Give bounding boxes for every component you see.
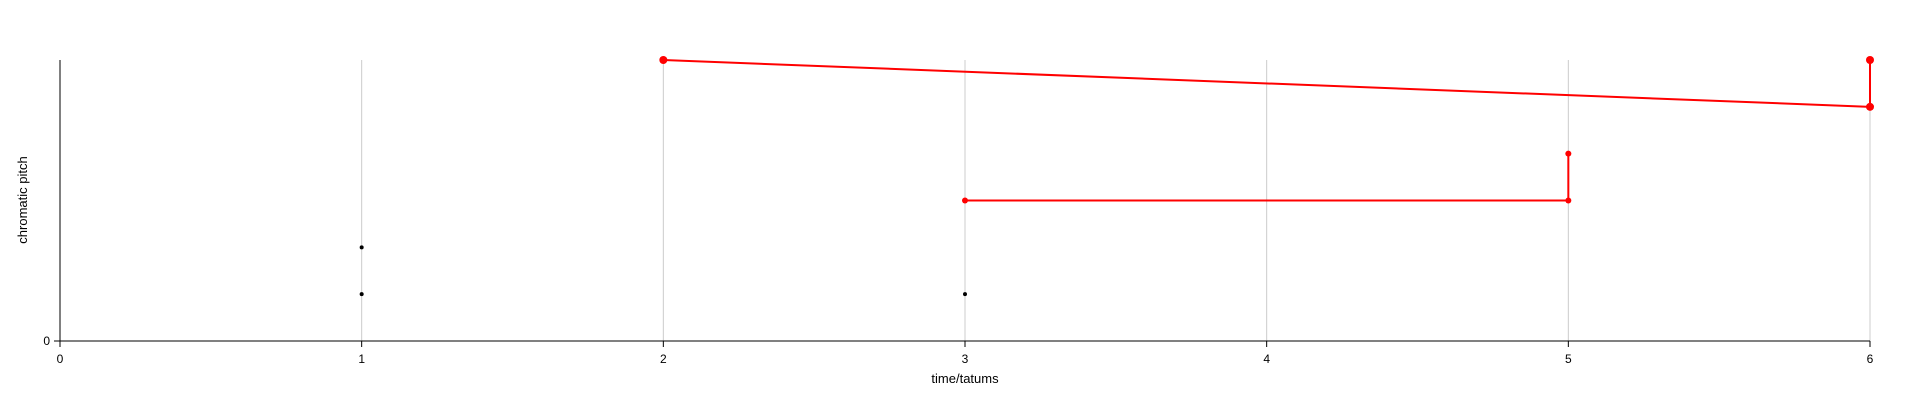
highlight-point-1 xyxy=(1866,102,1874,111)
highlight-point-4 xyxy=(1565,197,1572,204)
series-layer xyxy=(662,59,1871,202)
highlight-point-0 xyxy=(659,56,668,64)
x-tick-label-4: 4 xyxy=(1263,352,1270,366)
y-axis-title: chromatic pitch xyxy=(15,156,30,243)
data-point-2 xyxy=(963,292,967,297)
y-tick-label-0: 0 xyxy=(43,334,50,348)
x-tick-label-5: 5 xyxy=(1565,352,1572,366)
x-axis-title: time/tatums xyxy=(931,371,999,386)
x-tick-label-3: 3 xyxy=(962,352,969,366)
x-tick-label-6: 6 xyxy=(1867,352,1874,366)
highlight-point-3 xyxy=(962,197,968,204)
x-tick-label-1: 1 xyxy=(358,352,365,366)
data-point-1 xyxy=(359,292,364,297)
x-tick-label-2: 2 xyxy=(660,352,667,366)
points-layer xyxy=(359,56,1874,297)
data-point-0 xyxy=(359,245,364,250)
red-segment-0 xyxy=(662,59,1871,108)
axis-layer: 0 1 2 3 4 5 6 0 xyxy=(43,60,1874,366)
x-tick-label-0: 0 xyxy=(57,352,64,366)
highlight-point-2 xyxy=(1866,56,1874,64)
highlight-point-5 xyxy=(1565,150,1572,157)
